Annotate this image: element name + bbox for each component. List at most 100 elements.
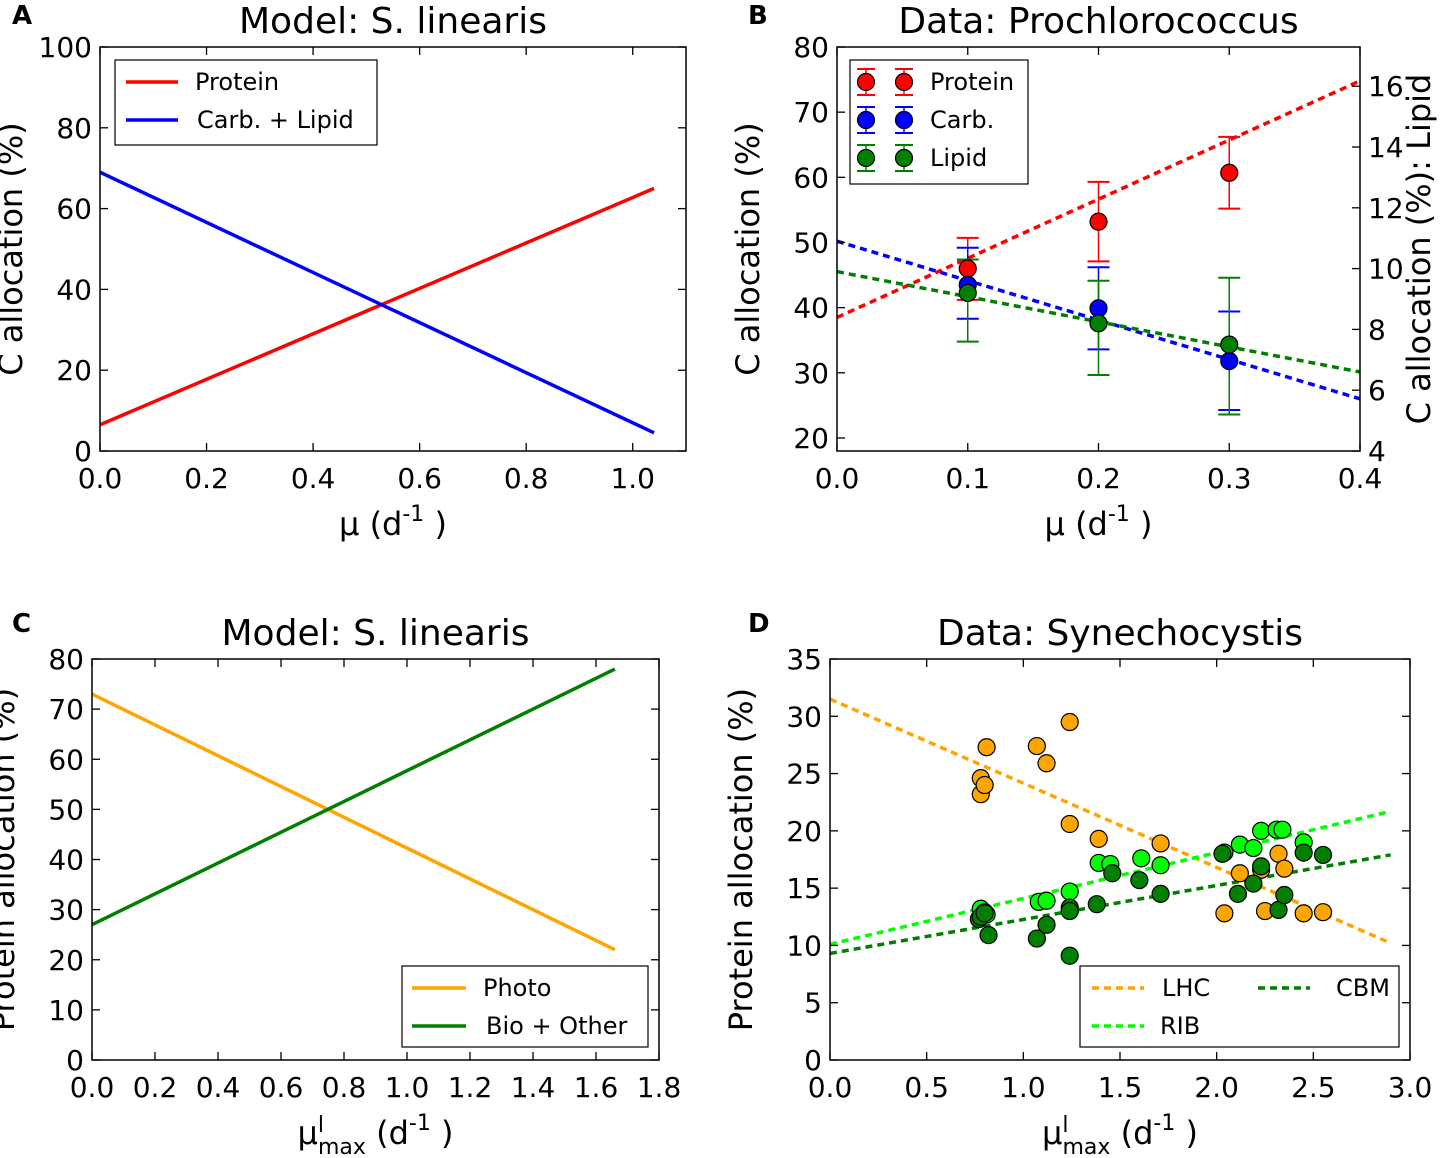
data-point-cbm bbox=[1294, 843, 1313, 862]
x-tick-label: 0.0 bbox=[78, 462, 123, 495]
data-point-cbm bbox=[1130, 871, 1149, 890]
data-point-lhc bbox=[1294, 904, 1313, 923]
y-axis-label: C allocation (%) bbox=[729, 122, 767, 376]
data-point-protein bbox=[958, 259, 977, 278]
panel-letter: C bbox=[12, 609, 31, 639]
plot-frame bbox=[99, 46, 687, 452]
data-point-cbm bbox=[1244, 874, 1263, 893]
x-tick-label: 0.2 bbox=[184, 462, 229, 495]
x-tick-label: 0.0 bbox=[815, 462, 860, 495]
data-point-cbm bbox=[1087, 895, 1106, 914]
data-point-cbm bbox=[1060, 946, 1079, 965]
chart-title: Data: Synechocystis bbox=[937, 613, 1303, 654]
x-axis-label: μl max (d-1 ) bbox=[298, 1111, 454, 1158]
y-tick-label: 80 bbox=[793, 31, 829, 64]
legend: Protein Carb. + Lipid bbox=[114, 59, 378, 146]
y-tick-label: 10 bbox=[48, 994, 84, 1027]
x-axis-label: μl max (d-1 ) bbox=[1042, 1111, 1198, 1158]
data-point-cbm bbox=[1151, 884, 1170, 903]
y-tick-label: 40 bbox=[793, 292, 829, 325]
x-tick-label: 1.0 bbox=[385, 1071, 430, 1104]
data-point-lipid bbox=[958, 283, 977, 303]
y-tick-label: 25 bbox=[786, 758, 822, 791]
data-point-rib bbox=[1060, 882, 1079, 901]
y-right-axis-label: C allocation (%): Lipid bbox=[1400, 74, 1438, 425]
x-tick-label: 1.8 bbox=[637, 1071, 682, 1104]
x-tick-label: 1.0 bbox=[1001, 1071, 1046, 1104]
y-tick-label: 20 bbox=[793, 422, 829, 455]
x-tick-label: 0.4 bbox=[291, 462, 336, 495]
x-tick-label: 0.2 bbox=[1076, 462, 1121, 495]
legend-marker bbox=[856, 148, 876, 168]
y-tick-label: 70 bbox=[793, 96, 829, 129]
panel-D: D Data: Synechocystis 0.0 0.5 1.0 1.5 2.0 2.5 3.… bbox=[722, 609, 1432, 1158]
x-tick-label: 1.2 bbox=[448, 1071, 493, 1104]
x-tick-label: 0.8 bbox=[504, 462, 549, 495]
data-point-lipid bbox=[1089, 314, 1108, 333]
y-tick-label: 40 bbox=[48, 844, 84, 877]
panel-letter: A bbox=[12, 1, 32, 31]
x-tick-label: 0.1 bbox=[945, 462, 990, 495]
y-tick-label: 10 bbox=[786, 929, 822, 962]
legend-label: Protein bbox=[195, 68, 279, 96]
y-axis-label: Protein allocation (%) bbox=[0, 688, 22, 1031]
legend: LHC RIB CBM bbox=[1079, 965, 1400, 1048]
legend-marker bbox=[894, 72, 914, 92]
series-line-photo bbox=[92, 692, 616, 952]
y-axis-label: Protein allocation (%) bbox=[722, 688, 760, 1031]
x-tick-label: 0.5 bbox=[904, 1071, 949, 1104]
data-point-rib bbox=[1244, 838, 1263, 858]
legend-box bbox=[1079, 965, 1400, 1048]
plot-area bbox=[837, 79, 1360, 416]
x-tick-label: 0.3 bbox=[1207, 462, 1252, 495]
y-right-tick-label: 10 bbox=[1368, 253, 1404, 286]
x-tick-label: 0.2 bbox=[133, 1071, 178, 1104]
legend-label: Protein bbox=[930, 68, 1014, 96]
legend-marker bbox=[894, 110, 914, 130]
y-tick-label: 15 bbox=[786, 872, 822, 905]
data-point-cbm bbox=[1060, 901, 1079, 921]
legend-marker bbox=[894, 148, 914, 168]
data-point-cbm bbox=[1228, 884, 1248, 903]
x-tick-label: 0.6 bbox=[259, 1071, 304, 1104]
data-point-protein bbox=[1220, 163, 1239, 182]
data-point-cbm bbox=[1103, 864, 1122, 883]
data-point-cbm bbox=[1313, 845, 1333, 865]
plot-area bbox=[92, 667, 616, 952]
data-point-lhc bbox=[1037, 754, 1056, 773]
legend-label: Carb. + Lipid bbox=[197, 106, 354, 134]
panel-letter: B bbox=[748, 1, 768, 31]
data-point-lhc bbox=[1230, 864, 1249, 883]
x-axis-label: μ (d-1 ) bbox=[1045, 502, 1153, 543]
x-tick-label: 0.4 bbox=[1338, 462, 1383, 495]
y-tick-label: 50 bbox=[48, 793, 84, 826]
data-point-lhc bbox=[1089, 829, 1108, 848]
x-tick-label: 0.6 bbox=[397, 462, 442, 495]
legend-label: Lipid bbox=[930, 144, 987, 172]
chart-title: Model: S. linearis bbox=[222, 613, 530, 654]
plot-area bbox=[100, 170, 655, 435]
data-point-lhc bbox=[1275, 859, 1294, 878]
y-right-tick-label: 12 bbox=[1368, 192, 1404, 225]
panel-letter: D bbox=[748, 609, 770, 639]
data-point-rib bbox=[1132, 849, 1151, 868]
panel-C: C Model: S. linearis 0.0 0.2 0.4 0.6 0.8 1.0 1.2… bbox=[0, 609, 681, 1158]
y-tick-label: 100 bbox=[39, 31, 92, 64]
y-axis-label: C allocation (%) bbox=[0, 122, 30, 376]
y-tick-label: 80 bbox=[48, 643, 84, 676]
data-point-lhc bbox=[1313, 903, 1333, 922]
y-tick-label: 60 bbox=[48, 743, 84, 776]
x-tick-label: 0.4 bbox=[196, 1071, 241, 1104]
y-tick-label: 20 bbox=[56, 354, 92, 387]
legend-label: LHC bbox=[1162, 974, 1210, 1002]
x-tick-label: 0.0 bbox=[808, 1071, 853, 1104]
y-right-tick-label: 14 bbox=[1368, 131, 1404, 164]
legend-box bbox=[114, 59, 378, 146]
data-point-cbm bbox=[979, 926, 998, 945]
data-point-lhc bbox=[977, 738, 996, 757]
y-tick-label: 0 bbox=[804, 1044, 822, 1077]
y-tick-label: 35 bbox=[786, 643, 822, 676]
data-point-carb- bbox=[1220, 351, 1239, 371]
data-point-lipid bbox=[1220, 335, 1239, 354]
data-point-lhc bbox=[1151, 834, 1170, 853]
